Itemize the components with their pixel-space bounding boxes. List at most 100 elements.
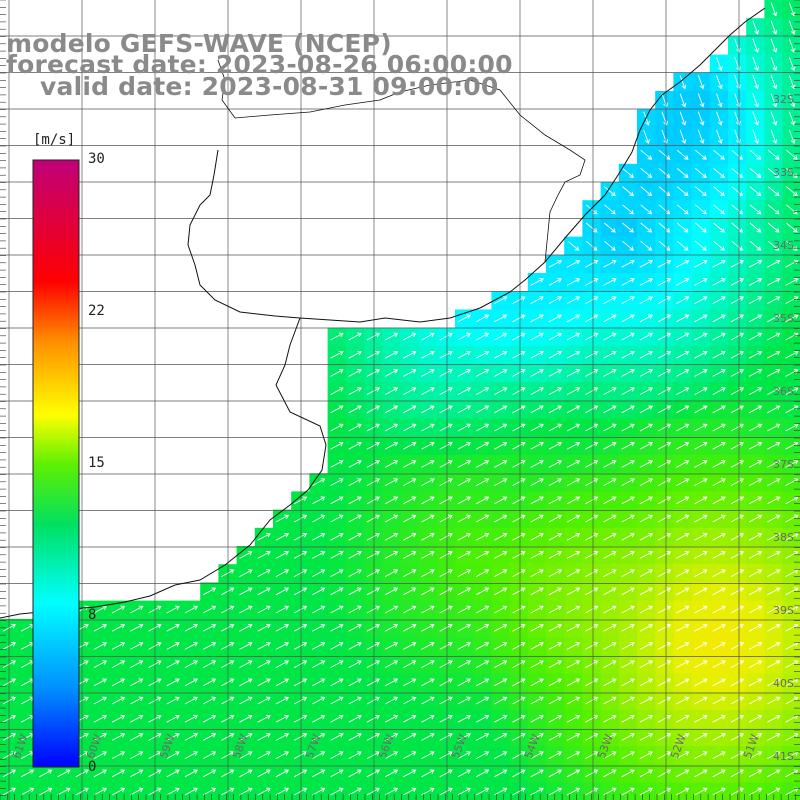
wind-arrow xyxy=(312,787,326,796)
wind-arrow xyxy=(676,714,690,723)
wind-arrow xyxy=(384,350,399,359)
wind-arrow xyxy=(257,605,271,614)
wind-arrow xyxy=(548,696,563,705)
wind-arrow xyxy=(348,569,362,577)
wind-arrow xyxy=(384,405,399,414)
wind-arrow xyxy=(348,769,362,778)
wind-arrow xyxy=(748,405,763,414)
wind-arrow xyxy=(202,587,217,596)
wind-arrow xyxy=(421,496,435,505)
wind-arrow xyxy=(439,496,453,505)
wind-arrow xyxy=(640,168,653,178)
wind-arrow xyxy=(639,387,654,395)
wind-arrow xyxy=(93,623,108,632)
wind-arrow xyxy=(221,696,235,705)
wind-arrow xyxy=(421,696,435,705)
wind-arrow xyxy=(603,441,617,450)
wind-arrow xyxy=(695,168,707,178)
wind-arrow xyxy=(788,56,796,72)
wind-arrow xyxy=(439,423,453,432)
wind-arrow xyxy=(730,478,745,486)
wind-arrow xyxy=(639,769,654,778)
wind-arrow xyxy=(676,296,690,304)
wind-arrow xyxy=(566,605,581,614)
wind-arrow xyxy=(676,350,690,359)
wind-arrow xyxy=(330,405,344,414)
wind-arrow xyxy=(475,514,490,523)
wind-arrow xyxy=(749,204,762,215)
wind-arrow xyxy=(639,369,654,377)
wind-arrow xyxy=(712,714,726,723)
wind-arrow xyxy=(330,478,344,486)
wind-arrow xyxy=(530,642,544,650)
wind-arrow xyxy=(712,423,726,432)
wind-arrow xyxy=(639,441,654,450)
wind-arrow xyxy=(111,769,126,778)
wind-arrow xyxy=(384,642,399,650)
wind-arrow xyxy=(202,660,217,668)
wind-arrow xyxy=(603,460,617,468)
wind-arrow xyxy=(239,751,253,759)
wind-arrow xyxy=(657,387,672,395)
wind-arrow xyxy=(566,660,581,668)
wind-arrow xyxy=(166,696,180,705)
wind-arrow xyxy=(603,423,617,432)
wind-arrow xyxy=(603,369,617,377)
wind-arrow xyxy=(330,569,344,577)
wind-arrow xyxy=(785,532,799,541)
wind-arrow xyxy=(712,369,726,377)
wind-arrow xyxy=(730,751,745,759)
wind-arrow xyxy=(457,787,472,796)
wind-arrow xyxy=(494,642,508,650)
wind-arrow xyxy=(785,551,799,559)
wind-arrow xyxy=(639,569,654,577)
wind-arrow xyxy=(312,532,326,541)
wind-arrow xyxy=(421,478,435,486)
wind-arrow xyxy=(530,751,544,759)
wind-arrow xyxy=(330,696,344,705)
wind-arrow xyxy=(184,623,199,632)
wind-arrow xyxy=(639,460,654,468)
wind-arrow xyxy=(257,678,271,687)
wind-arrow xyxy=(676,240,689,251)
wind-arrow xyxy=(257,660,271,668)
wind-arrow xyxy=(457,405,472,414)
wind-arrow xyxy=(548,514,563,523)
wind-arrow xyxy=(785,423,799,432)
wind-arrow xyxy=(730,623,745,632)
wind-arrow xyxy=(785,733,799,741)
wind-arrow xyxy=(694,423,708,432)
wind-arrow xyxy=(603,405,617,414)
wind-arrow xyxy=(439,405,453,414)
wind-arrow xyxy=(111,714,126,723)
wind-arrow xyxy=(639,514,654,523)
wind-arrow xyxy=(566,423,581,432)
wind-arrow xyxy=(585,332,599,341)
wind-arrow xyxy=(293,642,308,650)
wind-arrow xyxy=(512,514,526,523)
wind-arrow xyxy=(312,514,326,523)
wind-arrow xyxy=(748,441,763,450)
wind-arrow xyxy=(457,314,472,323)
wind-arrow xyxy=(512,751,526,759)
wind-arrow xyxy=(530,441,544,450)
wind-arrow xyxy=(403,369,417,377)
wind-arrow xyxy=(548,478,563,486)
wind-arrow xyxy=(770,93,778,108)
wind-arrow xyxy=(366,787,381,796)
wind-arrow xyxy=(694,314,708,323)
wind-arrow xyxy=(293,769,308,778)
wind-arrow xyxy=(348,496,362,505)
wind-arrow xyxy=(111,787,126,796)
wind-arrow xyxy=(712,350,726,359)
wind-arrow xyxy=(730,441,745,450)
wind-arrow xyxy=(384,696,399,705)
wind-arrow xyxy=(767,642,781,650)
lat-label-37s: 37S xyxy=(773,458,794,471)
wind-arrow xyxy=(566,369,581,377)
wind-arrow xyxy=(384,441,399,450)
wind-arrow xyxy=(676,623,690,632)
wind-arrow xyxy=(348,678,362,687)
wind-arrow xyxy=(166,769,180,778)
wind-arrow xyxy=(676,460,690,468)
